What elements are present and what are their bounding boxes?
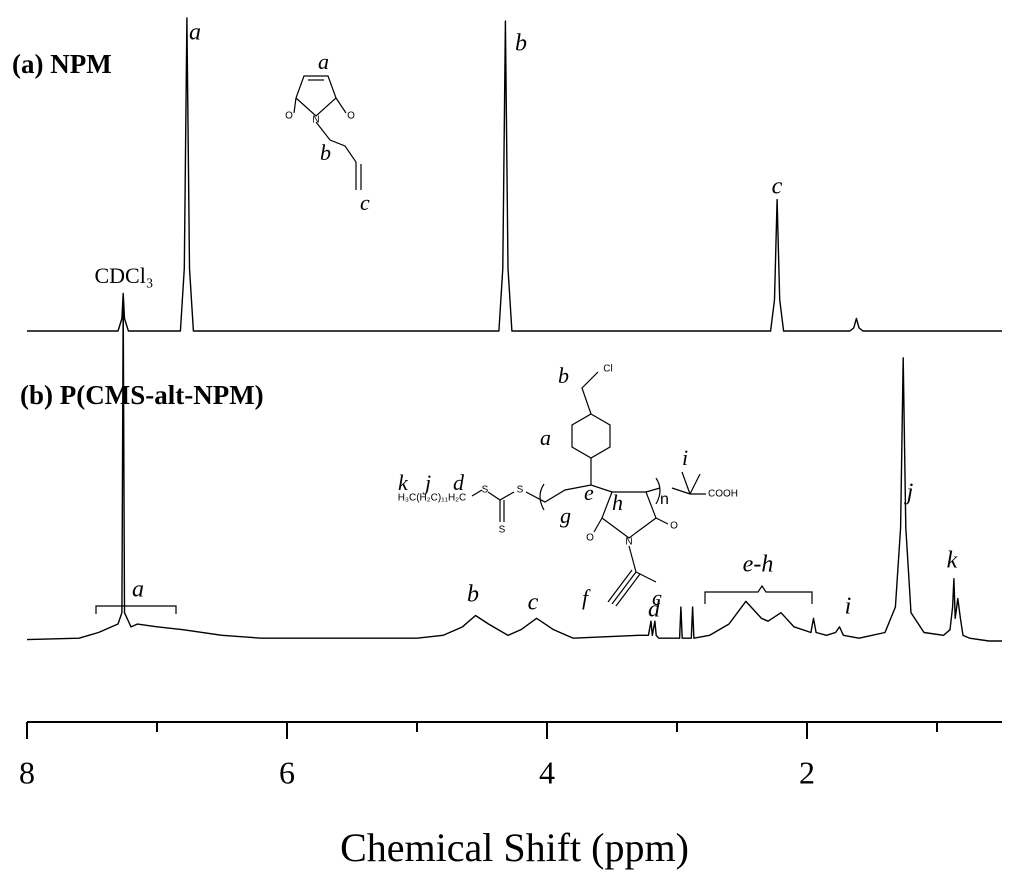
- structure-label: c: [360, 190, 370, 215]
- x-axis-title: Chemical Shift (ppm): [340, 825, 689, 870]
- bond: [593, 517, 603, 533]
- atom: N: [625, 537, 632, 548]
- structure-label: b: [320, 140, 331, 165]
- bond: [471, 489, 483, 497]
- peak-label: i: [845, 594, 852, 620]
- structure-label: n: [660, 491, 669, 508]
- atom: Cl: [603, 364, 612, 375]
- bond: [655, 517, 669, 525]
- bracket: [539, 483, 545, 511]
- atom: COOH: [708, 489, 738, 500]
- panel-title: (a) NPM: [12, 49, 112, 79]
- x-tick-label: 2: [799, 754, 815, 790]
- chain: [315, 121, 357, 190]
- peak-label: b: [467, 582, 479, 608]
- structure-label: h: [612, 490, 623, 515]
- backbone: [525, 484, 613, 503]
- structure-label: a: [540, 425, 551, 450]
- x-tick-label: 6: [279, 754, 295, 790]
- chain: [581, 371, 599, 415]
- peak-label: b: [515, 31, 527, 57]
- atom: N: [312, 115, 319, 126]
- bond: [611, 571, 637, 605]
- peak-label: e-h: [743, 552, 774, 578]
- peak-label: j: [904, 480, 914, 506]
- ring: [601, 491, 657, 539]
- ring: [571, 413, 611, 459]
- atom: H₃C(H₂C)₁₁H₂C: [398, 493, 467, 504]
- atom: O: [670, 521, 678, 532]
- bond: [335, 97, 347, 114]
- bond: [689, 473, 701, 495]
- peak-label: CDCl₃: [94, 263, 153, 288]
- bracket: [95, 605, 177, 614]
- bond: [645, 487, 661, 493]
- peak-label: d: [648, 597, 661, 623]
- bracket: [655, 477, 661, 505]
- atom: O: [586, 533, 594, 544]
- peak-label: a: [189, 20, 201, 46]
- atom: O: [347, 111, 355, 122]
- structure-label: b: [558, 363, 569, 388]
- atom: O: [285, 111, 293, 122]
- structure-label: j: [422, 470, 431, 495]
- ring: [295, 75, 337, 117]
- bond: [681, 471, 691, 495]
- structure-polymer: Cl S S S O N O COOH H₃C(H₂C)₁₁H₂C b a k …: [398, 363, 738, 610]
- x-tick-label: 4: [539, 754, 555, 790]
- structure-npm: O N O a b c: [285, 49, 370, 215]
- x-tick-label: 8: [19, 754, 35, 790]
- structure-label: d: [453, 470, 465, 495]
- structure-label: k: [398, 470, 409, 495]
- peak-label: c: [528, 590, 539, 616]
- atom: S: [517, 485, 524, 496]
- peak-label: c: [772, 174, 783, 200]
- spectrum: [27, 17, 1002, 332]
- bond: [487, 491, 515, 501]
- peak-label: a: [132, 577, 144, 603]
- structure-label: e: [584, 480, 594, 505]
- atom: S: [482, 485, 489, 496]
- peak-label: k: [947, 548, 958, 574]
- spectrum: [26, 300, 1002, 642]
- structure-label: i: [682, 445, 688, 470]
- structure-label: a: [318, 49, 329, 74]
- structure-label: c: [652, 585, 662, 610]
- bracket: [704, 584, 813, 604]
- structure-label: g: [560, 503, 571, 528]
- panel-title: (b) P(CMS-alt-NPM): [20, 380, 264, 410]
- bond: [607, 569, 633, 603]
- bond: [615, 573, 641, 607]
- bond: [293, 97, 297, 114]
- atom: S: [499, 525, 506, 536]
- structure-label: f: [582, 585, 591, 610]
